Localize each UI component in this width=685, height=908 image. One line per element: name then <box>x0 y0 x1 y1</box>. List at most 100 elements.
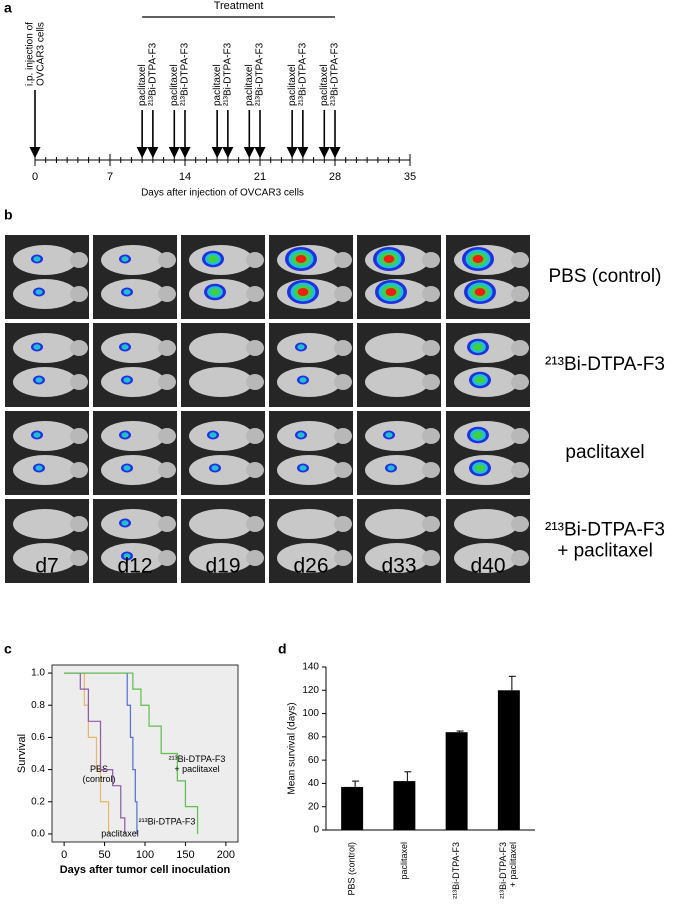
column-label: d33 <box>381 555 416 578</box>
signal <box>123 377 131 383</box>
event-label: i.p. injection ofOVCAR3 cells <box>24 22 46 86</box>
mouse-image <box>446 323 530 407</box>
signal <box>297 344 305 350</box>
y-tick-label: 0.2 <box>31 796 45 807</box>
panel-label: a <box>4 0 12 16</box>
column-label: d7 <box>35 555 58 578</box>
curve-label: ²¹³Bi-DTPA-F3 + paclitaxel <box>169 754 226 774</box>
x-tick-label: 100 <box>136 849 154 861</box>
mouse-head <box>422 286 440 302</box>
event-label: ²¹³Bi-DTPA-F3 <box>222 42 233 106</box>
mouse-body <box>277 421 341 451</box>
mouse-body <box>13 333 77 363</box>
event-label: ²¹³Bi-DTPA-F3 <box>180 42 191 106</box>
x-tick-label: 50 <box>98 849 110 861</box>
x-tick-label: 28 <box>329 171 341 183</box>
signal <box>33 256 41 262</box>
mouse-body <box>277 367 341 397</box>
mouse-head <box>158 374 176 390</box>
survival-curve <box>64 672 199 834</box>
mouse-image <box>357 235 441 319</box>
signal <box>121 256 129 262</box>
signal <box>387 465 395 471</box>
mouse-body <box>365 509 429 539</box>
mouse-body <box>101 421 165 451</box>
mouse-head <box>70 374 88 390</box>
x-tick-label: 7 <box>107 171 113 183</box>
mouse-head <box>334 550 352 566</box>
survival-curve <box>64 672 138 834</box>
panel-label: b <box>4 207 13 223</box>
x-tick-label: paclitaxel <box>399 842 409 880</box>
mouse-head <box>158 286 176 302</box>
mouse-image <box>269 411 353 495</box>
column-label: d12 <box>117 555 152 578</box>
y-tick-label: 100 <box>302 708 319 719</box>
column-label: d19 <box>205 555 240 578</box>
mouse-head <box>70 550 88 566</box>
mouse-body <box>189 333 253 363</box>
curve-label: ²¹³Bi-DTPA-F3 <box>139 816 196 826</box>
column-label: d40 <box>470 555 505 578</box>
x-tick-label: 200 <box>217 849 235 861</box>
mouse-head <box>70 516 88 532</box>
mouse-body <box>101 279 165 309</box>
mouse-head <box>334 286 352 302</box>
mouse-head <box>334 374 352 390</box>
mouse-body <box>189 509 253 539</box>
mouse-head <box>158 340 176 356</box>
signal <box>474 288 486 296</box>
curve-label: PBS (control) <box>82 764 115 784</box>
panel-label: c <box>4 641 12 657</box>
signal <box>35 465 43 471</box>
mouse-image <box>269 323 353 407</box>
y-axis-label: Survival <box>16 734 28 773</box>
mouse-head <box>511 516 529 532</box>
mouse-body <box>365 455 429 485</box>
mouse-image <box>357 499 441 583</box>
signal <box>211 465 219 471</box>
mouse-body <box>101 455 165 485</box>
mouse-head <box>511 550 529 566</box>
y-tick-label: 0.8 <box>31 700 45 711</box>
event-label: paclitaxel <box>212 64 223 106</box>
y-tick-label: 40 <box>308 778 320 789</box>
mouse-head <box>422 252 440 268</box>
mouse-head <box>70 252 88 268</box>
mouse-body <box>277 543 341 573</box>
y-tick-label: 0 <box>313 825 319 836</box>
mouse-body <box>13 543 77 573</box>
y-tick-label: 60 <box>308 755 320 766</box>
signal <box>123 289 131 295</box>
event-label: paclitaxel <box>244 64 255 106</box>
mouse-head <box>334 252 352 268</box>
mouse-head <box>246 516 264 532</box>
signal <box>210 288 220 296</box>
signal <box>121 344 129 350</box>
mouse-head <box>511 462 529 478</box>
mouse-image <box>93 323 177 407</box>
mouse-body <box>454 543 518 573</box>
mouse-image <box>93 235 177 319</box>
signal <box>209 432 217 438</box>
y-tick-label: 0.0 <box>31 829 45 840</box>
mouse-image <box>5 499 89 583</box>
mouse-head <box>511 428 529 444</box>
event-label: paclitaxel <box>169 64 180 106</box>
mouse-image <box>181 323 265 407</box>
mouse-image <box>181 235 265 319</box>
mouse-head <box>246 252 264 268</box>
signal <box>33 344 41 350</box>
signal <box>33 432 41 438</box>
x-tick-label: PBS (control) <box>347 842 357 896</box>
mouse-body <box>13 455 77 485</box>
x-tick-label: ²¹³Bi-DTPA-F3+ paclitaxel <box>498 842 518 899</box>
signal <box>299 465 307 471</box>
x-tick-label: 35 <box>404 171 416 183</box>
survival-curve <box>64 672 126 834</box>
mouse-image <box>357 411 441 495</box>
mouse-body <box>454 509 518 539</box>
panel-label: d <box>278 641 287 657</box>
